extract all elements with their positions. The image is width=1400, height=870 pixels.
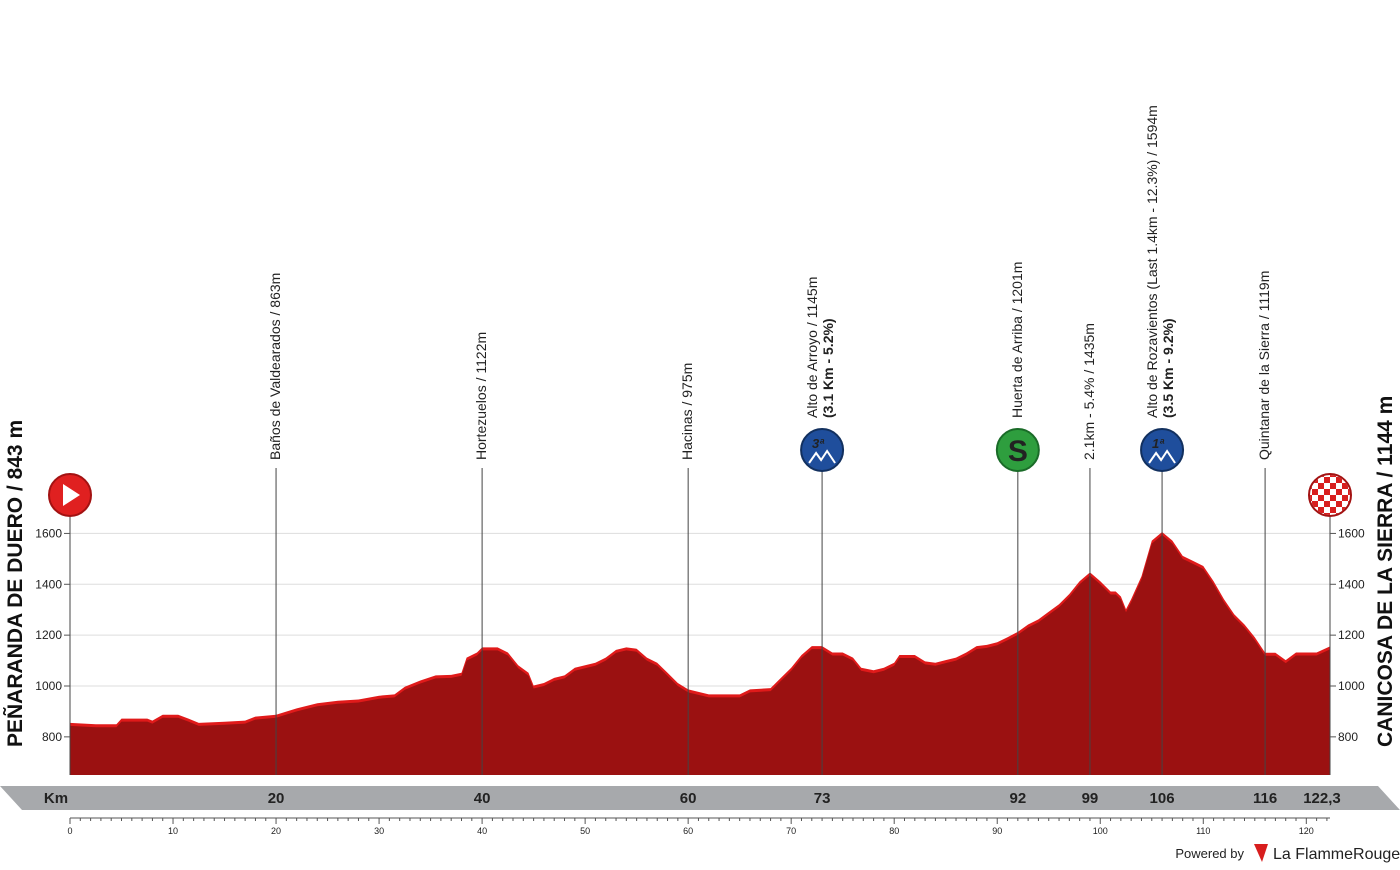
checker-square	[1330, 495, 1336, 501]
footer-branding: Powered by La FlammeRouge	[1175, 844, 1400, 863]
checkered-flag-icon	[1310, 475, 1350, 515]
checker-square	[1312, 513, 1318, 515]
checker-square	[1312, 489, 1318, 495]
minor-tick-label-10: 10	[168, 826, 178, 836]
km-bar: Km 20 40 60 73 92 99 106 116 122,3	[0, 786, 1400, 810]
minor-tick-label-40: 40	[477, 826, 487, 836]
km-bar-label-92: 92	[1009, 790, 1026, 807]
checker-square	[1330, 483, 1336, 489]
waypoint-climb-info-3: (3.1 Km - 5.2%)	[820, 318, 836, 418]
checker-square	[1348, 489, 1350, 495]
flamme-rouge-logo-icon	[1254, 844, 1268, 862]
minor-tick-label-20: 20	[271, 826, 281, 836]
y-ticks-layer: 800 800 1000 1000 1200 1200 1400 1400 1600 1600	[35, 526, 1365, 743]
checker-square	[1324, 501, 1330, 507]
waypoint-label-1: Hortezuelos / 1122m	[473, 332, 489, 460]
y-tick-label-left-1200: 1200	[35, 628, 62, 642]
checker-square	[1324, 477, 1330, 483]
checker-square	[1318, 507, 1324, 513]
km-bar-label-20: 20	[268, 790, 285, 807]
minor-tick-label-110: 110	[1196, 826, 1210, 836]
checker-square	[1318, 483, 1324, 489]
y-tick-label-left-1000: 1000	[35, 679, 62, 693]
y-tick-label-right-1600: 1600	[1338, 526, 1365, 540]
checker-square	[1312, 501, 1318, 507]
checker-square	[1336, 477, 1342, 483]
km-bar-shape	[0, 786, 1400, 810]
waypoint-label-5: 2.1km - 5.4% / 1435m	[1081, 323, 1097, 460]
checker-square	[1336, 489, 1342, 495]
elevation-profile-area	[70, 535, 1330, 775]
waypoints-layer: Baños de Valdearados / 863m Hortezuelos /…	[267, 105, 1272, 460]
checker-square	[1348, 513, 1350, 515]
checker-square	[1324, 489, 1330, 495]
brand-name: La FlammeRouge	[1273, 846, 1400, 863]
y-tick-label-left-1400: 1400	[35, 577, 62, 591]
minor-tick-label-80: 80	[889, 826, 899, 836]
waypoint-climb-info-6: (3.5 Km - 9.2%)	[1160, 318, 1176, 418]
km-bar-label-60: 60	[680, 790, 697, 807]
play-icon	[63, 484, 80, 506]
checker-square	[1336, 501, 1342, 507]
waypoint-label-2: Hacinas / 975m	[679, 363, 695, 460]
km-bar-label-116: 116	[1253, 790, 1277, 807]
mountain-peaks-icon	[1148, 449, 1176, 464]
mountain-category-text: 3ª	[812, 436, 825, 451]
mountain-category-text: 1ª	[1152, 436, 1165, 451]
finish-location-label: CANICOSA DE LA SIERRA / 1144 m	[1374, 396, 1397, 747]
minor-tick-label-30: 30	[374, 826, 384, 836]
checker-square	[1342, 495, 1348, 501]
checker-square	[1348, 477, 1350, 483]
waypoint-label-7: Quintanar de la Sierra / 1119m	[1256, 271, 1272, 460]
waypoint-label-6: Alto de Rozavientos (Last 1.4km - 12.3%)…	[1144, 105, 1160, 418]
checker-square	[1318, 495, 1324, 501]
start-location-label: PEÑARANDA DE DUERO / 843 m	[4, 420, 27, 747]
km-bar-label-40: 40	[474, 790, 491, 807]
waypoint-lines-layer	[69, 468, 1331, 775]
checker-square	[1330, 507, 1336, 513]
km-axis-label: Km	[44, 790, 68, 807]
minor-tick-label-60: 60	[683, 826, 693, 836]
checker-square	[1330, 475, 1336, 477]
minor-tick-label-120: 120	[1299, 826, 1314, 836]
y-tick-label-right-800: 800	[1338, 730, 1358, 744]
km-bar-label-106: 106	[1150, 790, 1175, 807]
y-tick-label-right-1400: 1400	[1338, 577, 1365, 591]
minor-tick-label-90: 90	[992, 826, 1002, 836]
checker-square	[1324, 513, 1330, 515]
km-bar-label-122,3: 122,3	[1303, 790, 1341, 807]
powered-by-text: Powered by	[1175, 846, 1244, 861]
sprint-badge-text: S	[1008, 435, 1028, 468]
badges-layer: 3ª S 1ª	[48, 428, 1352, 517]
checker-square	[1310, 495, 1312, 501]
waypoint-label-3: Alto de Arroyo / 1145m	[804, 277, 820, 418]
minor-tick-label-100: 100	[1093, 826, 1108, 836]
y-tick-label-right-1200: 1200	[1338, 628, 1365, 642]
minor-tick-label-0: 0	[67, 826, 72, 836]
waypoint-label-4: Huerta de Arriba / 1201m	[1009, 262, 1025, 418]
profile-layer	[70, 532, 1330, 775]
checker-square	[1342, 483, 1348, 489]
sprint-icon	[995, 428, 1040, 472]
km-bar-label-73: 73	[814, 790, 831, 807]
waypoint-label-0: Baños de Valdearados / 863m	[267, 273, 283, 460]
finish-flag-ring	[1308, 473, 1352, 517]
minor-axis-layer: 0 10 20 30 40 50 60 70 80 90 100 110 120	[67, 817, 1330, 836]
km-bar-label-99: 99	[1082, 790, 1099, 807]
y-tick-label-left-800: 800	[42, 730, 62, 744]
minor-tick-label-70: 70	[786, 826, 796, 836]
checker-square	[1310, 507, 1312, 513]
y-tick-label-left-1600: 1600	[35, 526, 62, 540]
mountain-peaks-icon	[808, 449, 836, 464]
minor-tick-label-50: 50	[580, 826, 590, 836]
checker-square	[1342, 475, 1348, 477]
checker-square	[1310, 475, 1312, 477]
y-tick-label-right-1000: 1000	[1338, 679, 1365, 693]
